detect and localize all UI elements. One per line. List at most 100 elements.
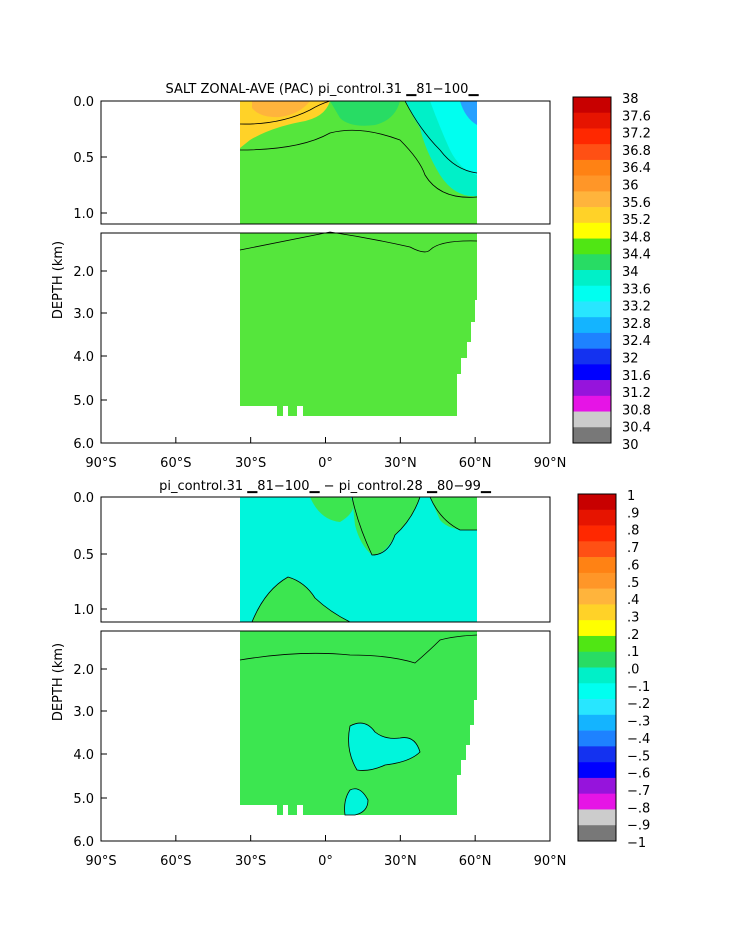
diff-colorbar: 1 .9 .8 .7 .6 .5 .4 .3 .2 .1 .0 −.1 −.2 −.3 −.4 −.5 −.6 −…: [577, 489, 650, 851]
salt-colorbar-swatch: [573, 112, 611, 129]
salt-central-green-cap: [330, 101, 400, 126]
diff-x-tick-label: 90°S: [85, 854, 116, 869]
diff-colorbar-swatch: [578, 557, 616, 574]
salt-panel: SALT ZONAL-AVE (PAC) pi_control.31 ▁81−1…: [51, 82, 651, 471]
diff-deep-cyan-patch-2: [344, 788, 369, 816]
salt-colorbar-label: 37.6: [622, 109, 651, 124]
diff-x-tick-label: 30°S: [235, 854, 266, 869]
salt-colorbar-label: 35.2: [622, 213, 651, 228]
diff-deep-green-patch: [252, 577, 350, 622]
salt-colorbar-swatch: [573, 207, 611, 224]
diff-colorbar-swatch: [578, 714, 616, 731]
salt-colorbar-swatch: [573, 285, 611, 302]
salt-x-tick-label: 90°S: [85, 456, 116, 471]
salt-colorbar-swatch: [573, 222, 611, 239]
diff-contour-upper-3: [429, 496, 477, 531]
salt-y-tick-label: 1.0: [73, 207, 94, 222]
salt-contour-upper-2: [239, 100, 331, 125]
diff-colorbar-swatch: [578, 525, 616, 542]
diff-east-green-patch: [430, 497, 477, 531]
diff-colorbar-swatch: [578, 762, 616, 779]
salt-colorbar-label: 30.8: [622, 403, 651, 418]
salt-colorbar-label: 31.6: [622, 369, 651, 384]
diff-colorbar-label: −.6: [627, 767, 650, 782]
salt-colorbar-swatch: [573, 254, 611, 271]
salt-title: SALT ZONAL-AVE (PAC) pi_control.31 ▁81−1…: [166, 82, 480, 97]
salt-x-tick-label: 0°: [318, 456, 333, 471]
diff-x-tick-label: 60°S: [160, 854, 191, 869]
diff-colorbar-label: .9: [627, 506, 639, 521]
diff-colorbar-swatch: [578, 635, 616, 653]
diff-colorbar-swatch: [578, 825, 616, 842]
salt-colorbar-label: 36.4: [622, 161, 651, 176]
salt-colorbar-label: 32.4: [622, 334, 651, 349]
salt-y-tick-label: 0.0: [73, 95, 94, 110]
salt-lower-field: [239, 231, 478, 416]
diff-colorbar-swatch: [578, 793, 616, 810]
diff-y-tick-label: 3.0: [73, 705, 94, 720]
salt-colorbar-frame: [572, 96, 612, 444]
salt-contour-lower: [239, 231, 478, 253]
salt-colorbar-label: 37.2: [622, 127, 651, 142]
diff-colorbar-label: −.4: [627, 732, 650, 747]
salt-y-tick-label: 6.0: [73, 437, 94, 452]
diff-y-tick-label: 2.0: [73, 663, 94, 678]
diff-colorbar-label: −.1: [627, 680, 650, 695]
salt-colorbar-label: 36.8: [622, 144, 651, 159]
salt-colorbar-swatch: [573, 270, 611, 287]
salt-colorbar-label: 30: [622, 438, 639, 453]
diff-colorbar-label: .8: [627, 524, 639, 539]
diff-colorbar-label: .7: [627, 541, 639, 556]
diff-y-axis-label: DEPTH (km): [51, 643, 66, 721]
diff-colorbar-swatch: [578, 620, 616, 637]
salt-x-tick-label: 30°S: [235, 456, 266, 471]
salt-colorbar-label: 36: [622, 179, 639, 194]
salt-colorbar-swatch: [573, 380, 611, 397]
salt-colorbar-swatch: [573, 191, 611, 208]
diff-surface-green-patch: [310, 497, 354, 522]
salt-colorbar-swatch: [573, 364, 611, 381]
diff-colorbar-swatch: [578, 541, 616, 558]
salt-colorbar-swatch: [573, 301, 611, 318]
diff-colorbar-swatch: [578, 572, 616, 589]
diff-colorbar-frame: [577, 493, 617, 842]
diff-colorbar-label: .3: [627, 610, 639, 625]
salt-colorbar-label: 33.2: [622, 300, 651, 315]
salt-colorbar-label: 32: [622, 352, 639, 367]
salt-axes: 90°S 60°S 30°S 0° 30°N 60°N 90°N 0.0 0.5 1.0 2.0 3.…: [51, 95, 566, 471]
diff-colorbar-label: −.5: [627, 749, 650, 764]
diff-lower-field: [239, 631, 478, 816]
salt-colorbar-label: 32.8: [622, 317, 651, 332]
salt-x-tick-label: 60°N: [459, 456, 492, 471]
salt-y-tick-label: 0.5: [73, 151, 94, 166]
diff-x-tick-label: 90°N: [534, 854, 567, 869]
salt-colorbar-swatch: [573, 97, 611, 114]
salt-upper-field: [239, 100, 478, 224]
diff-colorbar-swatch: [578, 683, 616, 700]
salt-upper-frame: [100, 100, 551, 225]
diff-colorbar-label: −1: [627, 836, 646, 851]
diff-y-tick-label: 0.0: [73, 491, 94, 506]
salt-contour-upper-3: [404, 100, 478, 174]
salt-colorbar-swatch: [573, 317, 611, 334]
diff-upper-frame: [100, 496, 551, 623]
salt-colorbar-swatch: [573, 411, 611, 428]
diff-y-tick-label: 1.0: [73, 603, 94, 618]
diff-colorbar-swatch: [578, 509, 616, 526]
diff-upper-field: [240, 496, 477, 623]
salt-colorbar-swatch: [573, 175, 611, 192]
diff-x-tick-label: 0°: [318, 854, 333, 869]
diff-x-tick-label: 30°N: [384, 854, 417, 869]
diff-colorbar-label: −.7: [627, 784, 650, 799]
diff-colorbar-label: .1: [627, 645, 639, 660]
salt-colorbar-label: 33.6: [622, 282, 651, 297]
diff-colorbar-label: .0: [627, 663, 639, 678]
salt-y-tick-label: 3.0: [73, 307, 94, 322]
salt-colorbar-swatch: [573, 144, 611, 161]
salt-y-tick-label: 4.0: [73, 350, 94, 365]
diff-colorbar-swatch: [578, 777, 616, 794]
diff-deep-cyan-patch-1: [348, 722, 421, 771]
diff-title: pi_control.31 ▁81−100▁ − pi_control.28 ▁…: [159, 479, 492, 494]
salt-colorbar-swatch: [573, 332, 611, 349]
